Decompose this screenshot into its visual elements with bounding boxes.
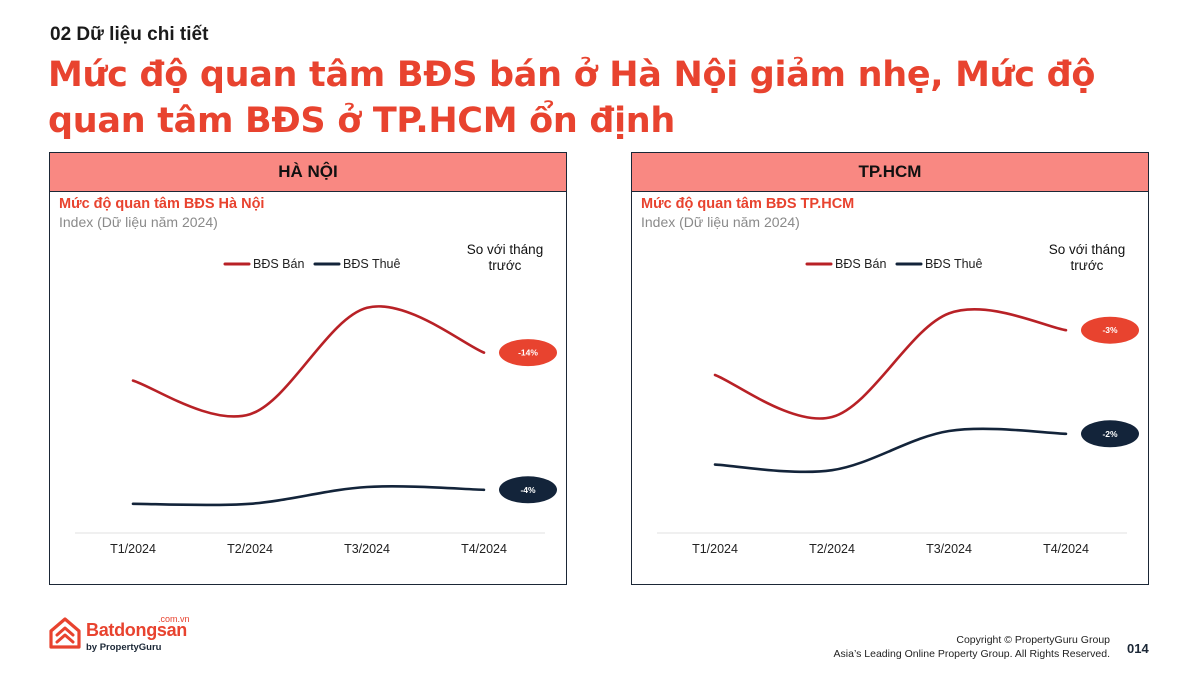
chart-title-hanoi: Mức độ quan tâm BĐS Hà Nội bbox=[59, 196, 265, 212]
line-chart-hanoi: T1/2024 T2/2024 T3/2024 T4/2024 BĐS Bán -14% B… bbox=[75, 257, 557, 556]
change-badge-label: -4% bbox=[520, 485, 536, 495]
chart-panel-hanoi: HÀ NỘI Mức độ quan tâm BĐS Hà Nội Index … bbox=[49, 152, 567, 585]
panel-header-hanoi: HÀ NỘI bbox=[50, 153, 566, 192]
series-line bbox=[713, 427, 1068, 474]
logo-by: by PropertyGuru bbox=[86, 642, 162, 653]
page-headline: Mức độ quan tâm BĐS bán ở Hà Nội giảm nh… bbox=[48, 55, 1096, 141]
chart-panel-hcm: TP.HCM Mức độ quan tâm BĐS TP.HCM Index … bbox=[631, 152, 1149, 585]
chart-subtitle-hcm: Index (Dữ liệu năm 2024) bbox=[641, 214, 800, 230]
change-badge bbox=[1081, 420, 1139, 448]
batdongsan-logo: .com.vn Batdongsan by PropertyGuru bbox=[48, 614, 208, 654]
footer-copyright: Copyright © PropertyGuru Group Asia’s Le… bbox=[834, 633, 1110, 661]
compare-label-hanoi: So với tháng trước bbox=[466, 242, 544, 273]
copyright-line-1: Copyright © PropertyGuru Group bbox=[956, 634, 1110, 646]
x-tick-label: T3/2024 bbox=[926, 542, 972, 556]
x-tick-label: T2/2024 bbox=[227, 542, 273, 556]
x-tick-label: T1/2024 bbox=[692, 542, 738, 556]
chart-title-hcm: Mức độ quan tâm BĐS TP.HCM bbox=[641, 196, 855, 212]
section-label: 02 Dữ liệu chi tiết bbox=[50, 24, 209, 45]
change-badge bbox=[1081, 316, 1139, 344]
x-tick-label: T1/2024 bbox=[110, 542, 156, 556]
x-tick-label: T4/2024 bbox=[461, 542, 507, 556]
x-tick-label: T3/2024 bbox=[344, 542, 390, 556]
series-line bbox=[713, 308, 1068, 420]
change-badge-label: -14% bbox=[518, 348, 538, 358]
house-logo-icon bbox=[49, 617, 81, 649]
legend-label: BĐS Bán bbox=[253, 257, 304, 271]
logo-name: Batdongsan bbox=[86, 620, 188, 640]
change-badge bbox=[499, 476, 557, 504]
legend-label: BĐS Thuê bbox=[925, 257, 982, 271]
x-tick-label: T4/2024 bbox=[1043, 542, 1089, 556]
series-line bbox=[131, 485, 486, 507]
chart-subtitle-hanoi: Index (Dữ liệu năm 2024) bbox=[59, 214, 218, 230]
x-tick-label: T2/2024 bbox=[809, 542, 855, 556]
series-line bbox=[131, 305, 486, 418]
page-number: 014 bbox=[1127, 641, 1149, 656]
compare-label-hcm: So với tháng trước bbox=[1048, 242, 1126, 273]
change-badge-label: -3% bbox=[1102, 325, 1118, 335]
copyright-line-2: Asia’s Leading Online Property Group. Al… bbox=[833, 648, 1110, 660]
change-badge-label: -2% bbox=[1102, 429, 1118, 439]
logo-domain: .com.vn bbox=[158, 614, 190, 624]
legend-label: BĐS Thuê bbox=[343, 257, 400, 271]
panel-header-hcm: TP.HCM bbox=[632, 153, 1148, 192]
legend-label: BĐS Bán bbox=[835, 257, 886, 271]
change-badge bbox=[499, 339, 557, 367]
line-chart-hcm: T1/2024 T2/2024 T3/2024 T4/2024 BĐS Bán -3% BĐ… bbox=[657, 257, 1139, 556]
